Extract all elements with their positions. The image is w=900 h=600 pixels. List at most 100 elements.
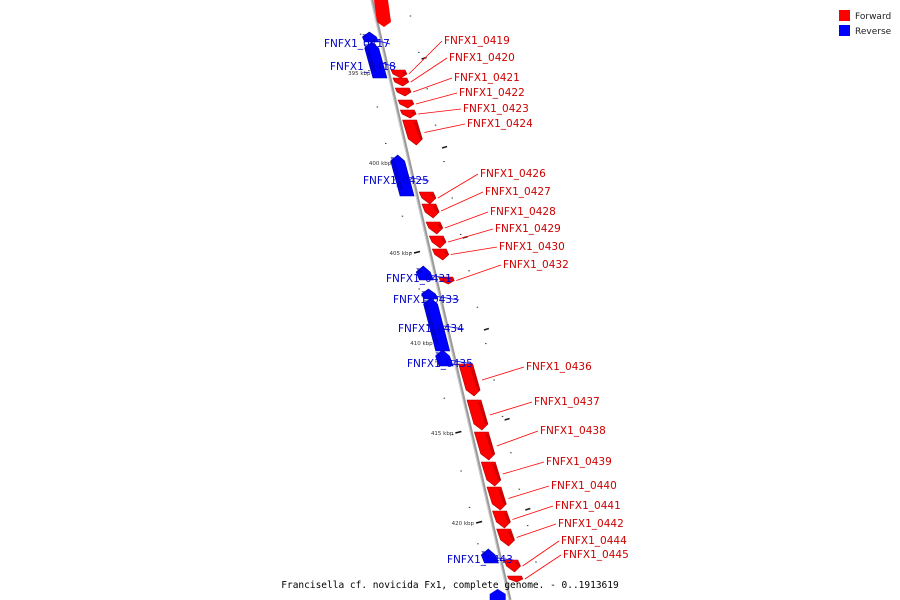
gene-leader-fnfx1-0445 bbox=[524, 554, 562, 580]
major-tick bbox=[475, 520, 483, 524]
legend-label-reverse: Reverse bbox=[855, 27, 892, 37]
gene-label-fnfx1-0424[interactable]: FNFX1_0424 bbox=[467, 118, 533, 130]
gene-shade-fnfx1-0424 bbox=[413, 122, 423, 139]
gene-shade-fnfx1-0444 bbox=[514, 562, 521, 566]
gene-leader-fnfx1-0435 bbox=[437, 357, 474, 365]
gene-leader-fnfx1-0436 bbox=[481, 366, 525, 381]
gene-label-fnfx1-0442[interactable]: FNFX1_0442 bbox=[558, 518, 624, 530]
gene-label-fnfx1-0425[interactable]: FNFX1_0425 bbox=[363, 175, 429, 187]
gene-label-fnfx1-0420[interactable]: FNFX1_0420 bbox=[449, 52, 515, 64]
gene-label-fnfx1-0441[interactable]: FNFX1_0441 bbox=[555, 500, 621, 512]
gene-label-fnfx1-0440[interactable]: FNFX1_0440 bbox=[551, 480, 617, 492]
gene-feature-fnfx1-0435 bbox=[435, 349, 454, 367]
gene-label-fnfx1-0434[interactable]: FNFX1_0434 bbox=[398, 323, 464, 335]
gene-shade-fnfx1-0427 bbox=[432, 206, 440, 212]
legend-label-forward: Forward bbox=[855, 12, 891, 22]
gene-shade-fnfx1-0434 bbox=[423, 300, 439, 345]
gene-leader-fnfx1-0444 bbox=[522, 540, 560, 567]
gene-leader-fnfx1-0441 bbox=[512, 505, 554, 520]
gene-label-fnfx1-0418[interactable]: FNFX1_0418 bbox=[330, 61, 396, 73]
gene-leader-fnfx1-0433 bbox=[421, 293, 460, 301]
gene-shade-fnfx1-0432 bbox=[449, 279, 455, 281]
gene-feature-fnfx1-0445 bbox=[507, 575, 524, 583]
gene-label-fnfx1-0432[interactable]: FNFX1_0432 bbox=[503, 259, 569, 271]
gene-label-fnfx1-0436[interactable]: FNFX1_0436 bbox=[526, 361, 592, 373]
gene-leader-fnfx1-0432 bbox=[456, 264, 502, 281]
gene-label-fnfx1-0421[interactable]: FNFX1_0421 bbox=[454, 72, 520, 84]
genome-caption: Francisella cf. novicida Fx1, complete g… bbox=[281, 580, 619, 591]
gene-shade-fnfx1-0431 bbox=[416, 268, 423, 274]
minor-ticks bbox=[359, 15, 537, 563]
gene-label-fnfx1-0433[interactable]: FNFX1_0433 bbox=[393, 294, 459, 306]
gene-label-fnfx1-0444[interactable]: FNFX1_0444 bbox=[561, 535, 627, 547]
gene-shade-fnfx1-0417 bbox=[362, 34, 368, 37]
gene-shade-fnfx1-0428 bbox=[437, 224, 443, 228]
gene-leader-fnfx1-0422 bbox=[415, 92, 458, 105]
gene-shade-fnfx1-0436 bbox=[469, 366, 481, 390]
gene-label-fnfx1-0438[interactable]: FNFX1_0438 bbox=[540, 425, 606, 437]
genome-backbone-highlight bbox=[370, 0, 510, 600]
gene-shade-fnfx1-0435 bbox=[435, 352, 443, 360]
legend-swatch-forward bbox=[839, 10, 850, 21]
gene-label-fnfx1-0431[interactable]: FNFX1_0431 bbox=[386, 273, 452, 285]
gene-shade-fnfx1-0441 bbox=[503, 513, 511, 522]
tick-label: 410 kbp bbox=[410, 341, 433, 347]
gene-shade-fnfx1-0420 bbox=[403, 80, 409, 82]
genome-backbone bbox=[370, 0, 512, 600]
legend: Forward Reverse bbox=[839, 10, 892, 37]
gene-leader-fnfx1-0443 bbox=[482, 555, 514, 561]
gene-label-fnfx1-0437[interactable]: FNFX1_0437 bbox=[534, 396, 600, 408]
gene-label-fnfx1-0423[interactable]: FNFX1_0423 bbox=[463, 103, 529, 115]
gene-leader-fnfx1-0424 bbox=[424, 123, 466, 133]
gene-shade-fnfx1-0419 bbox=[402, 72, 407, 74]
tick-label: 420 kbp bbox=[452, 521, 475, 527]
gene-shade-fnfx1-0422 bbox=[409, 102, 414, 104]
gene-shade-fnfx1-0429 bbox=[440, 238, 447, 242]
gene-shade-fnfx1-0445 bbox=[518, 578, 523, 579]
gene-leader-fnfx1-0442 bbox=[516, 523, 557, 538]
gene-leader-fnfx1-0426 bbox=[437, 173, 479, 199]
gene-label-fnfx1-0439[interactable]: FNFX1_0439 bbox=[546, 456, 612, 468]
gene-shade-fnfx1-0425 bbox=[390, 157, 404, 190]
gene-label-fnfx1-0429[interactable]: FNFX1_0429 bbox=[495, 223, 561, 235]
gene-leader-fnfx1-0429 bbox=[447, 228, 494, 243]
gene-leader-fnfx1-0419 bbox=[408, 40, 443, 75]
gene-feature-partial-bottom bbox=[489, 589, 506, 600]
gene-leader-fnfx1-0440 bbox=[508, 485, 550, 499]
gene-leader-fnfx1-0431 bbox=[417, 272, 453, 280]
gene-label-fnfx1-0426[interactable]: FNFX1_0426 bbox=[480, 168, 546, 180]
gene-leader-fnfx1-0425 bbox=[398, 175, 430, 182]
gene-leader-fnfx1-0439 bbox=[502, 461, 545, 475]
gene-label-fnfx1-0445[interactable]: FNFX1_0445 bbox=[563, 549, 629, 561]
gene-features bbox=[361, 0, 524, 600]
gene-shade-fnfx1-0438 bbox=[485, 434, 495, 454]
gene-label-fnfx1-0422[interactable]: FNFX1_0422 bbox=[459, 87, 525, 99]
tick-label: 400 kbp bbox=[369, 161, 392, 167]
gene-shade-fnfx1-0426 bbox=[430, 194, 436, 198]
gene-label-fnfx1-0428[interactable]: FNFX1_0428 bbox=[490, 206, 556, 218]
gene-leader-fnfx1-0434 bbox=[433, 324, 465, 330]
gene-shade-fnfx1-0439 bbox=[492, 464, 501, 480]
gene-label-fnfx1-0419[interactable]: FNFX1_0419 bbox=[444, 35, 510, 47]
gene-label-fnfx1-0430[interactable]: FNFX1_0430 bbox=[499, 241, 565, 253]
gene-shade-fnfx1-0430 bbox=[443, 251, 449, 255]
gene-shade-fnfx1-0443 bbox=[481, 551, 488, 557]
gene-label-fnfx1-0427[interactable]: FNFX1_0427 bbox=[485, 186, 551, 198]
gene-leader-fnfx1-0421 bbox=[412, 77, 453, 93]
gene-leader-fnfx1-0427 bbox=[440, 191, 484, 212]
gene-label-fnfx1-0435[interactable]: FNFX1_0435 bbox=[407, 358, 473, 370]
gene-feature-fnfx1-0443 bbox=[480, 548, 499, 564]
gene-shade-fnfx1-0418 bbox=[364, 44, 376, 72]
gene-leader-fnfx1-0430 bbox=[450, 246, 498, 255]
gene-feature-fnfx1-0431 bbox=[415, 265, 434, 281]
gene-shade-fnfx1-0421 bbox=[406, 90, 412, 92]
tick-label: 415 kbp bbox=[431, 431, 454, 437]
gene-label-fnfx1-0443[interactable]: FNFX1_0443 bbox=[447, 554, 513, 566]
gene-shade-fnfx1-0437 bbox=[478, 402, 488, 424]
gene-shade-fnfx1-0440 bbox=[498, 489, 507, 504]
gene-leader-fnfx1-0438 bbox=[496, 430, 539, 447]
minor-tick-bold bbox=[441, 145, 448, 149]
gene-shade-fnfx1-0442 bbox=[507, 531, 515, 540]
gene-label-fnfx1-0417[interactable]: FNFX1_0417 bbox=[324, 38, 390, 50]
